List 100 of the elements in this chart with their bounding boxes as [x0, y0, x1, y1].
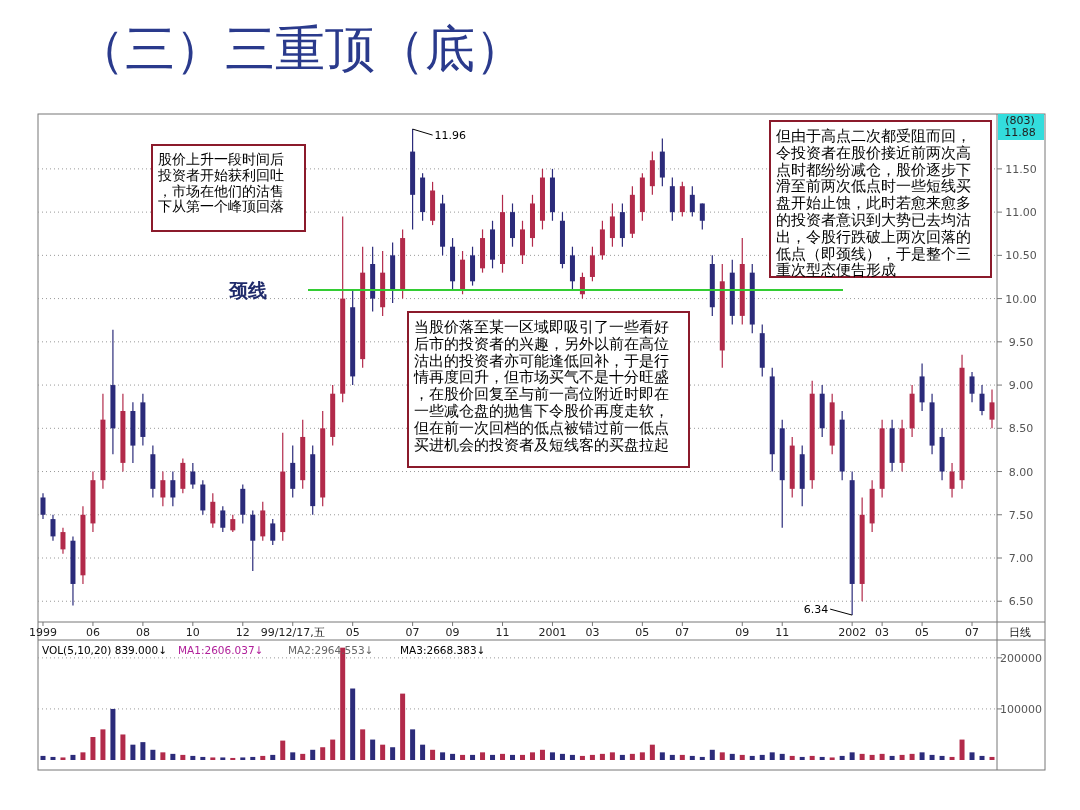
- bar: [659, 752, 665, 760]
- x-tick-label: 07: [405, 626, 420, 639]
- bar: [749, 755, 755, 760]
- bar: [320, 747, 326, 760]
- bar: [699, 756, 705, 760]
- y-tick-label: 11.00: [1005, 206, 1037, 220]
- bar: [440, 752, 446, 760]
- x-tick-label: 1999: [28, 626, 57, 639]
- bar: [200, 756, 206, 760]
- bar: [240, 757, 246, 760]
- x-tick-label: 03: [585, 626, 600, 639]
- y-tick-label: 100000: [1000, 702, 1042, 716]
- bar: [959, 739, 965, 760]
- bar: [230, 757, 236, 760]
- candlestick: [979, 384, 985, 416]
- bar: [799, 756, 805, 760]
- bar: [649, 744, 655, 760]
- x-tick-label: 2002: [838, 626, 867, 639]
- bar: [40, 755, 46, 760]
- bar: [909, 753, 915, 760]
- candlestick: [40, 492, 46, 520]
- annotation: 11.96: [434, 129, 467, 143]
- annotation: MA1:2606.037↓: [178, 644, 264, 656]
- bar: [370, 739, 376, 760]
- bar: [280, 740, 286, 760]
- candlestick: [270, 518, 276, 546]
- bar: [490, 754, 496, 760]
- bar: [220, 757, 226, 760]
- text: 但由于高点二次都受阻而回，令投资者在股价接近前两次高点时都纷纷减仓，股价逐步下滑至前两次低点时一些短线买盘开始止蚀，此时若愈来愈多的投资者意识到大势已去均沽出，令股行跌破上两次回落的低点（即颈线），于是整个三重次型态便告形成: [776, 127, 971, 280]
- bar: [929, 754, 935, 760]
- x-tick-label: 12: [235, 626, 250, 639]
- bar: [779, 753, 785, 760]
- bar: [989, 756, 995, 760]
- x-tick-label: 07: [675, 626, 690, 639]
- bar: [979, 755, 985, 760]
- y-tick-label: 10.50: [1005, 249, 1037, 263]
- bar: [460, 754, 466, 760]
- x-tick-label: 05: [915, 626, 930, 639]
- annotation: VOL(5,10,20) 839.000↓: [42, 644, 167, 656]
- annotation: 6.34: [803, 603, 829, 617]
- bar: [160, 752, 166, 760]
- bar: [100, 729, 106, 760]
- bar: [739, 754, 745, 760]
- bar: [80, 752, 86, 760]
- x-tick-label: 10: [185, 626, 200, 639]
- bar: [819, 756, 825, 760]
- bar: [90, 737, 96, 760]
- bar: [480, 752, 486, 760]
- bar: [539, 749, 545, 760]
- x-tick-label: 11: [775, 626, 790, 639]
- bar: [689, 755, 695, 760]
- bar: [769, 752, 775, 760]
- x-tick-label: 09: [735, 626, 750, 639]
- candlestick: [210, 492, 216, 529]
- bar: [759, 754, 765, 760]
- y-tick-label: 8.50: [1008, 422, 1034, 436]
- annotation: MA2:2964.553↓: [288, 644, 374, 656]
- bar: [829, 757, 835, 760]
- bar: [140, 742, 146, 760]
- bar: [599, 753, 605, 760]
- bar: [150, 749, 156, 760]
- bar: [529, 752, 535, 760]
- annotation: MA3:2668.383↓: [400, 644, 486, 656]
- y-tick-label: 10.00: [1005, 292, 1037, 306]
- bar: [719, 752, 725, 760]
- bar: [939, 755, 945, 760]
- bar: [879, 753, 885, 760]
- bar: [400, 693, 406, 760]
- candlestick: [170, 470, 176, 507]
- bar: [889, 755, 895, 760]
- bar: [869, 754, 875, 760]
- x-tick-label: 07: [965, 626, 980, 639]
- bar: [300, 753, 306, 760]
- y-tick-label: 11.50: [1005, 162, 1037, 176]
- bar: [729, 753, 735, 760]
- bar: [70, 754, 76, 760]
- bar: [380, 744, 386, 760]
- bar: [500, 753, 506, 760]
- bar: [250, 756, 256, 760]
- y-tick-label: 6.50: [1008, 595, 1034, 609]
- bar: [170, 753, 176, 760]
- x-tick-label: 05: [345, 626, 360, 639]
- candlestick: [190, 462, 196, 490]
- bar: [310, 749, 316, 760]
- text: (803): [1005, 114, 1035, 127]
- candlestick: [949, 462, 955, 499]
- bar: [789, 755, 795, 760]
- x-tick-label: 08: [135, 626, 150, 639]
- bar: [639, 752, 645, 760]
- bar: [589, 754, 595, 760]
- bar: [290, 752, 296, 760]
- candlestick: [609, 202, 615, 248]
- bar: [420, 744, 426, 760]
- bar: [130, 744, 136, 760]
- bar: [949, 756, 955, 760]
- bar: [709, 749, 715, 760]
- bar: [180, 754, 186, 760]
- bar: [919, 752, 925, 760]
- bar: [969, 752, 975, 760]
- candlestick: [969, 371, 975, 403]
